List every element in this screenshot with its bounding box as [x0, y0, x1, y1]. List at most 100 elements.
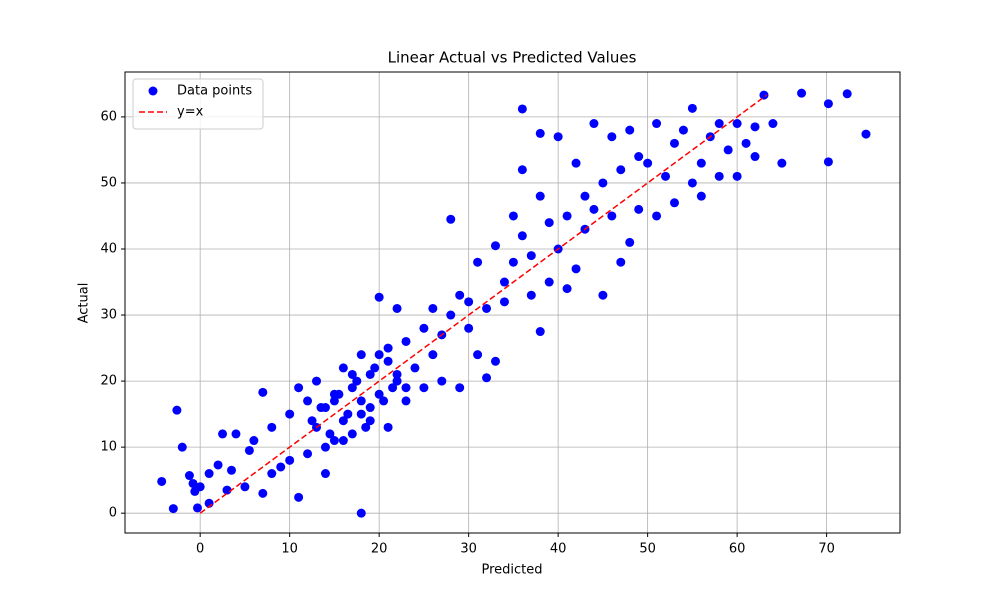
data-point — [325, 429, 335, 439]
data-point — [294, 383, 304, 393]
x-tick-label: 0 — [196, 542, 204, 557]
data-point — [316, 403, 326, 413]
x-tick-label: 20 — [371, 542, 388, 557]
legend-marker — [148, 86, 158, 96]
data-point — [446, 310, 456, 320]
x-tick-label: 60 — [729, 542, 746, 557]
data-point — [598, 290, 608, 300]
data-point — [226, 465, 236, 475]
data-point — [687, 178, 697, 188]
data-point — [823, 157, 833, 167]
data-point — [195, 482, 205, 492]
data-point — [370, 363, 380, 373]
data-point — [732, 171, 742, 181]
data-point — [455, 290, 465, 300]
y-tick-label: 30 — [100, 308, 117, 323]
data-point — [222, 485, 232, 495]
data-point — [616, 257, 626, 267]
plot-frame — [124, 71, 901, 534]
legend-label: y=x — [177, 105, 204, 120]
data-point — [678, 125, 688, 135]
data-point — [192, 503, 202, 513]
data-point — [723, 145, 733, 155]
legend-label: Data points — [177, 84, 252, 99]
data-point — [267, 422, 277, 432]
data-point — [329, 436, 339, 446]
data-point — [365, 369, 375, 379]
data-point — [535, 327, 545, 337]
data-point — [177, 442, 187, 452]
data-point — [437, 376, 447, 386]
data-point — [383, 356, 393, 366]
data-point — [184, 471, 194, 481]
data-point — [401, 336, 411, 346]
data-point — [741, 138, 751, 148]
data-point — [347, 369, 357, 379]
data-point — [732, 119, 742, 129]
data-point — [714, 171, 724, 181]
data-point — [669, 138, 679, 148]
y-axis-label: Actual — [77, 283, 92, 324]
data-point — [303, 396, 313, 406]
data-point — [768, 119, 778, 129]
data-point — [490, 356, 500, 366]
y-tick-label: 0 — [109, 506, 117, 521]
data-point — [365, 403, 375, 413]
data-point — [508, 257, 518, 267]
data-point — [419, 323, 429, 333]
data-point — [562, 211, 572, 221]
data-point — [276, 462, 286, 472]
data-point — [419, 383, 429, 393]
data-point — [258, 387, 268, 397]
data-point — [473, 257, 483, 267]
data-point — [490, 241, 500, 251]
data-point — [661, 171, 671, 181]
data-point — [598, 178, 608, 188]
x-tick-label: 10 — [281, 542, 298, 557]
data-point — [625, 237, 635, 247]
data-point — [696, 158, 706, 168]
data-point — [553, 132, 563, 142]
data-point — [842, 89, 852, 99]
data-point — [455, 383, 465, 393]
data-point — [356, 396, 366, 406]
data-point — [499, 297, 509, 307]
data-point — [320, 442, 330, 452]
data-point — [571, 158, 581, 168]
data-point — [392, 303, 402, 313]
data-point — [508, 211, 518, 221]
data-point — [338, 436, 348, 446]
data-point — [352, 376, 362, 386]
data-point — [861, 129, 871, 139]
data-point — [267, 469, 277, 479]
data-point — [249, 436, 259, 446]
data-point — [823, 99, 833, 109]
data-point — [571, 264, 581, 274]
data-point — [347, 429, 357, 439]
y-tick-label: 50 — [100, 175, 117, 190]
data-point — [410, 363, 420, 373]
data-point — [312, 376, 322, 386]
data-point — [356, 409, 366, 419]
x-tick-label: 70 — [818, 542, 835, 557]
data-point — [797, 88, 807, 98]
y-tick-label: 60 — [100, 109, 117, 124]
data-point — [517, 104, 527, 114]
data-point — [464, 323, 474, 333]
data-point — [428, 303, 438, 313]
data-point — [303, 449, 313, 459]
data-point — [446, 214, 456, 224]
data-point — [365, 416, 375, 426]
data-point — [562, 284, 572, 294]
data-point — [580, 191, 590, 201]
data-point — [244, 445, 254, 455]
data-point — [188, 478, 198, 488]
data-point — [157, 476, 167, 486]
data-point — [625, 125, 635, 135]
data-point — [482, 373, 492, 383]
data-point — [669, 198, 679, 208]
data-point — [374, 389, 384, 399]
data-point — [634, 152, 644, 162]
data-point — [750, 152, 760, 162]
data-point — [589, 119, 599, 129]
